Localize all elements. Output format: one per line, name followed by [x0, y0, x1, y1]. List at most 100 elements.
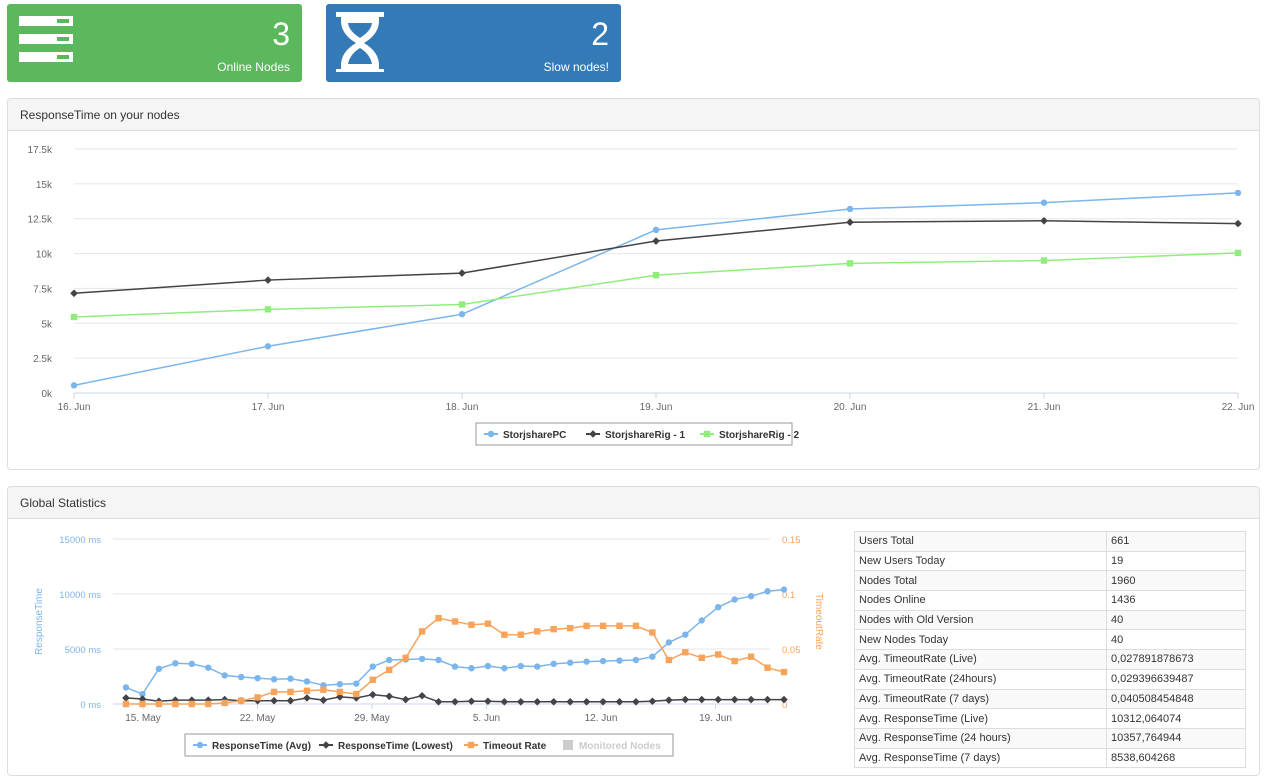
stat-value: 0,029396639487 [1106, 668, 1246, 690]
data-point [846, 218, 854, 226]
y-tick-label: 10k [36, 250, 53, 261]
stat-value: 19 [1106, 550, 1246, 572]
y-tick-label: 0k [41, 389, 53, 400]
x-tick-label: 22. Jun [1222, 402, 1255, 413]
data-point [632, 622, 640, 630]
data-point [188, 700, 195, 708]
data-point [846, 260, 854, 267]
data-point [70, 289, 78, 298]
stat-label: Nodes Total [854, 570, 1107, 592]
data-point [139, 690, 146, 698]
data-point [500, 698, 509, 706]
data-point [599, 657, 607, 665]
data-point [468, 621, 475, 628]
legend-item-responsetime-avg[interactable]: ResponseTime (Avg) [193, 741, 311, 752]
data-point [731, 596, 738, 603]
data-point [1234, 249, 1242, 257]
stats-row-users-total: Users Total 661 [854, 531, 1246, 552]
data-point [665, 639, 673, 646]
legend-item-monitored-nodes[interactable]: Monitored Nodes [563, 740, 661, 752]
legend-label: Timeout Rate [483, 741, 547, 752]
data-point [632, 698, 640, 706]
online-nodes-tile[interactable]: 3 Online Nodes [7, 4, 302, 82]
stat-value: 0,027891878673 [1106, 649, 1246, 670]
data-point [682, 649, 689, 656]
data-point [386, 666, 393, 674]
series-line [126, 617, 785, 705]
stats-row-avg-responsetime-7-days: Avg. ResponseTime (7 days) 8538,604268 [854, 747, 1246, 769]
legend-box [475, 422, 793, 446]
data-point [583, 658, 590, 665]
data-point [287, 675, 294, 682]
data-point [303, 694, 311, 702]
stats-row-avg-timeoutrate-live: Avg. TimeoutRate (Live) 0,027891878673 [854, 649, 1246, 670]
data-point [534, 663, 541, 670]
x-tick-label: 5. Jun [473, 713, 500, 724]
data-point [517, 662, 524, 670]
data-point [70, 313, 78, 321]
stats-row-avg-timeoutrate-7-days: Avg. TimeoutRate (7 days) 0,040508454848 [854, 688, 1246, 710]
data-point [764, 588, 771, 595]
data-point [172, 660, 179, 667]
x-tick-label: 20. Jun [834, 402, 867, 413]
data-point [122, 694, 130, 702]
data-point [205, 700, 212, 708]
data-point [435, 615, 442, 622]
legend-box [184, 733, 674, 757]
data-point [517, 631, 524, 638]
y-left-axis-label: ResponseTime [34, 588, 45, 655]
data-point [418, 691, 426, 700]
data-point [780, 586, 788, 593]
data-point [270, 688, 278, 696]
data-point [763, 695, 772, 704]
data-point [220, 695, 229, 704]
data-point [517, 698, 525, 706]
data-point [697, 695, 706, 704]
stats-row-avg-responsetime-24-hours: Avg. ResponseTime (24 hours) 10357,764944 [854, 727, 1246, 749]
y-right-tick-label: 0.05 [782, 645, 801, 656]
y-left-tick-label: 10000 ms [59, 590, 101, 601]
data-point [501, 631, 508, 638]
response-time-chart: 0k 2.5k 5k 7.5k 10k 12.5k 15k 17.5k 16. Jun 17. J… [28, 145, 1255, 446]
data-point [1040, 257, 1048, 264]
online-nodes-label: Online Nodes [217, 60, 290, 74]
stat-value: 1960 [1106, 570, 1246, 592]
data-point [501, 665, 508, 672]
data-point [1040, 199, 1048, 206]
data-point [599, 622, 607, 630]
data-point [418, 628, 426, 635]
data-point [386, 656, 393, 664]
stat-label: Avg. ResponseTime (24 hours) [854, 727, 1107, 749]
x-tick-label: 21. Jun [1028, 402, 1061, 413]
legend-item-responsetime-lowest[interactable]: ResponseTime (Lowest) [319, 741, 453, 752]
y-right-tick-label: 0.1 [782, 590, 795, 601]
legend-marker [563, 740, 573, 750]
stat-label: Nodes with Old Version [854, 609, 1107, 631]
data-point [254, 674, 261, 682]
data-point [458, 301, 466, 308]
legend-item-timeout-rate[interactable]: Timeout Rate [464, 741, 547, 752]
data-point [632, 656, 640, 664]
y-right-tick-label: 0.15 [782, 535, 801, 546]
data-point [451, 663, 459, 670]
data-point [550, 626, 557, 633]
stat-value: 10357,764944 [1106, 727, 1246, 749]
data-point [714, 695, 722, 704]
data-point [484, 662, 492, 670]
stat-label: Users Total [854, 531, 1107, 552]
data-point [468, 665, 475, 672]
data-point [698, 617, 705, 624]
data-point [665, 656, 673, 664]
data-point [221, 672, 228, 679]
data-point [451, 698, 459, 706]
data-point [582, 698, 591, 706]
series-timeout-rate [122, 615, 788, 708]
legend-marker [487, 430, 495, 438]
slow-nodes-tile[interactable]: 2 Slow nodes! [326, 4, 621, 82]
response-time-panel-title: ResponseTime on your nodes [8, 99, 1259, 131]
data-point [616, 622, 623, 630]
data-point [1234, 189, 1242, 197]
stat-label: Nodes Online [854, 590, 1107, 611]
stats-row-nodes-with-old-version: Nodes with Old Version 40 [854, 609, 1246, 631]
stats-row-new-users-today: New Users Today 19 [854, 550, 1246, 572]
